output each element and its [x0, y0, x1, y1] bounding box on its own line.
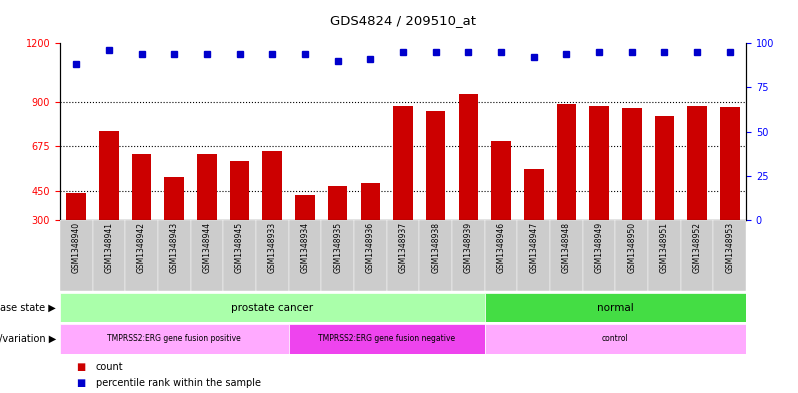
Bar: [197, 154, 217, 279]
Bar: [328, 185, 347, 279]
Bar: [426, 111, 445, 279]
Bar: [132, 154, 152, 279]
Text: GSM1348944: GSM1348944: [203, 222, 211, 273]
Text: GSM1348937: GSM1348937: [398, 222, 408, 273]
Bar: [230, 161, 250, 279]
Bar: [484, 324, 746, 354]
Bar: [125, 220, 158, 291]
Text: GSM1348945: GSM1348945: [235, 222, 244, 273]
Bar: [256, 220, 289, 291]
Text: GSM1348941: GSM1348941: [105, 222, 113, 273]
Text: prostate cancer: prostate cancer: [231, 303, 314, 312]
Bar: [459, 94, 478, 279]
Text: TMPRSS2:ERG gene fusion positive: TMPRSS2:ERG gene fusion positive: [108, 334, 241, 343]
Bar: [648, 220, 681, 291]
Text: GSM1348947: GSM1348947: [529, 222, 538, 273]
Text: GSM1348935: GSM1348935: [333, 222, 342, 273]
Bar: [60, 324, 289, 354]
Text: GSM1348951: GSM1348951: [660, 222, 669, 273]
Bar: [191, 220, 223, 291]
Text: GSM1348939: GSM1348939: [464, 222, 473, 273]
Text: GSM1348948: GSM1348948: [562, 222, 571, 273]
Text: GSM1348943: GSM1348943: [170, 222, 179, 273]
Bar: [681, 220, 713, 291]
Bar: [387, 220, 419, 291]
Text: ■: ■: [76, 378, 85, 388]
Bar: [223, 220, 256, 291]
Bar: [289, 220, 322, 291]
Bar: [622, 108, 642, 279]
Bar: [263, 151, 282, 279]
Bar: [654, 116, 674, 279]
Text: control: control: [602, 334, 629, 343]
Bar: [720, 107, 740, 279]
Text: disease state ▶: disease state ▶: [0, 303, 56, 312]
Text: GSM1348940: GSM1348940: [72, 222, 81, 273]
Text: GSM1348934: GSM1348934: [301, 222, 310, 273]
Bar: [99, 130, 119, 279]
Bar: [93, 220, 125, 291]
Text: GSM1348933: GSM1348933: [268, 222, 277, 273]
Bar: [484, 293, 746, 322]
Bar: [66, 193, 86, 279]
Bar: [322, 220, 354, 291]
Bar: [60, 293, 484, 322]
Bar: [492, 141, 511, 279]
Bar: [556, 104, 576, 279]
Bar: [289, 324, 484, 354]
Text: GDS4824 / 209510_at: GDS4824 / 209510_at: [330, 15, 476, 28]
Bar: [60, 220, 93, 291]
Bar: [583, 220, 615, 291]
Bar: [158, 220, 191, 291]
Bar: [354, 220, 387, 291]
Bar: [164, 177, 184, 279]
Bar: [419, 220, 452, 291]
Text: GSM1348953: GSM1348953: [725, 222, 734, 273]
Bar: [550, 220, 583, 291]
Text: GSM1348946: GSM1348946: [496, 222, 505, 273]
Text: GSM1348938: GSM1348938: [431, 222, 440, 273]
Bar: [524, 169, 543, 279]
Bar: [589, 106, 609, 279]
Bar: [484, 220, 517, 291]
Text: ■: ■: [76, 362, 85, 373]
Text: GSM1348952: GSM1348952: [693, 222, 701, 273]
Bar: [713, 220, 746, 291]
Bar: [361, 183, 380, 279]
Bar: [393, 106, 413, 279]
Text: genotype/variation ▶: genotype/variation ▶: [0, 334, 56, 344]
Bar: [687, 106, 707, 279]
Text: GSM1348950: GSM1348950: [627, 222, 636, 273]
Text: TMPRSS2:ERG gene fusion negative: TMPRSS2:ERG gene fusion negative: [318, 334, 455, 343]
Text: GSM1348942: GSM1348942: [137, 222, 146, 273]
Bar: [452, 220, 484, 291]
Text: GSM1348936: GSM1348936: [365, 222, 375, 273]
Text: normal: normal: [597, 303, 634, 312]
Text: percentile rank within the sample: percentile rank within the sample: [96, 378, 261, 388]
Bar: [295, 195, 314, 279]
Text: count: count: [96, 362, 124, 373]
Bar: [517, 220, 550, 291]
Bar: [615, 220, 648, 291]
Text: GSM1348949: GSM1348949: [595, 222, 603, 273]
